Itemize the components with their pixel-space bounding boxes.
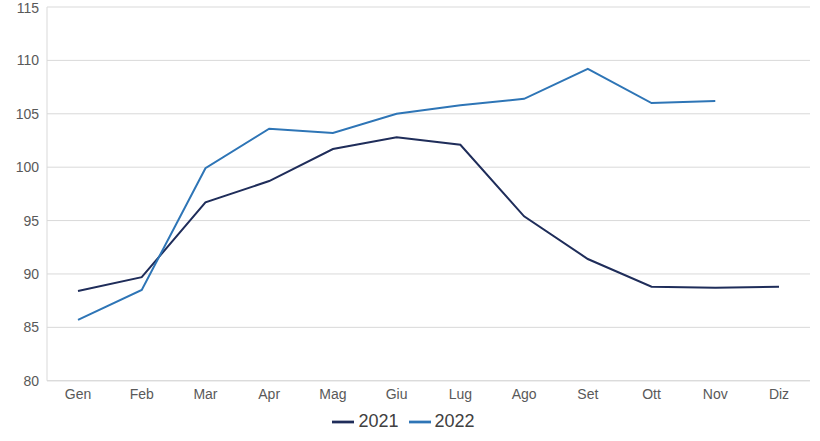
svg-text:Giu: Giu	[386, 386, 408, 402]
svg-text:90: 90	[23, 266, 39, 282]
svg-text:80: 80	[23, 373, 39, 389]
svg-text:Diz: Diz	[769, 386, 789, 402]
svg-text:115: 115	[17, 0, 40, 16]
svg-text:Mar: Mar	[193, 386, 217, 402]
svg-text:85: 85	[23, 319, 39, 335]
svg-text:Gen: Gen	[65, 386, 91, 402]
svg-text:Set: Set	[577, 386, 598, 402]
svg-text:Ago: Ago	[512, 386, 537, 402]
svg-text:Lug: Lug	[449, 386, 472, 402]
html-text:2022: 2022	[434, 410, 475, 431]
svg-text:Feb: Feb	[130, 386, 154, 402]
svg-text:100: 100	[16, 159, 40, 175]
svg-text:Apr: Apr	[258, 386, 280, 402]
svg-text:Nov: Nov	[703, 386, 728, 402]
svg-text:105: 105	[16, 106, 40, 122]
html-text:2021: 2021	[358, 410, 399, 431]
svg-text:110: 110	[17, 52, 40, 68]
svg-text:Ott: Ott	[642, 386, 661, 402]
svg-text:95: 95	[23, 213, 39, 229]
svg-text:Mag: Mag	[319, 386, 346, 402]
